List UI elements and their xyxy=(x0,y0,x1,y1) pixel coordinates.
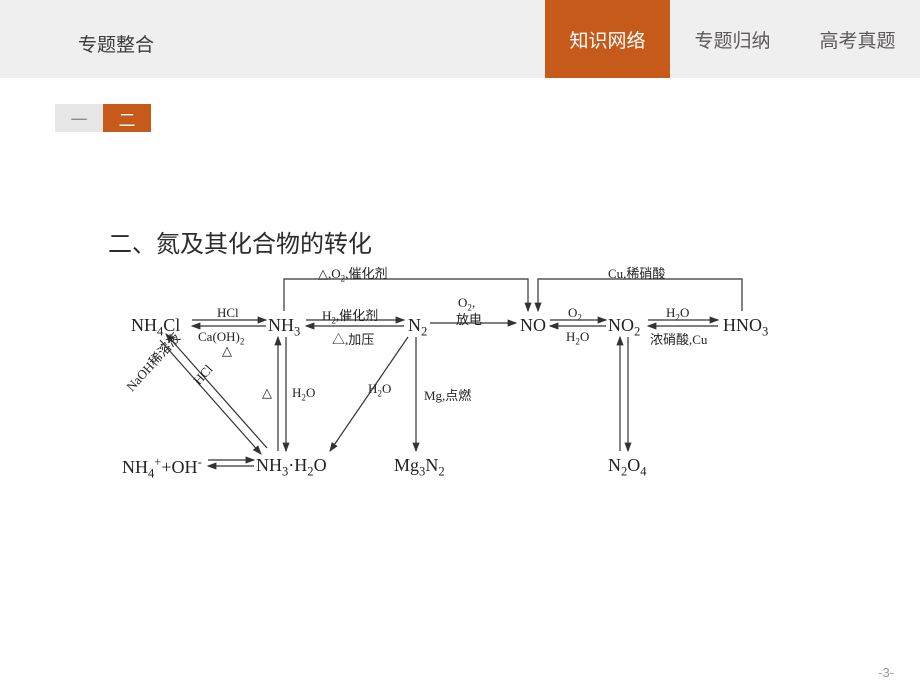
tab-topic-summary[interactable]: 专题归纳 xyxy=(670,0,795,78)
diagram-node-nh4oh: NH4++OH- xyxy=(122,455,202,482)
diagram-node-mg3n2: Mg3N2 xyxy=(394,455,445,480)
main-tabs: 知识网络 专题归纳 高考真题 xyxy=(545,0,920,78)
diagram-node-nh3h2o: NH3·H2O xyxy=(256,455,327,480)
diagram-edge-label: O2 xyxy=(568,305,582,323)
diagram-edge-label: HCl xyxy=(217,305,239,321)
diagram-node-n2: N2 xyxy=(408,315,427,340)
diagram-edge-label: 放电 xyxy=(456,309,482,328)
diagram-edge-label: H2O xyxy=(368,381,391,399)
header-bar: 专题整合 知识网络 专题归纳 高考真题 xyxy=(0,0,920,78)
diagram-node-no2: NO2 xyxy=(608,315,640,340)
page-number: -3- xyxy=(878,665,894,680)
diagram-node-n2o4: N2O4 xyxy=(608,455,647,480)
diagram-node-hno3: HNO3 xyxy=(723,315,768,340)
diagram-edge-label: H2O xyxy=(566,329,589,347)
diagram-edge-label: △ xyxy=(222,343,232,359)
diagram-node-no: NO xyxy=(520,315,546,336)
diagram-node-nh3: NH3 xyxy=(268,315,300,340)
sub-tabs: 一 二 xyxy=(55,104,920,132)
sub-tab-two[interactable]: 二 xyxy=(103,104,151,132)
nitrogen-transformation-diagram: NH4ClNH3N2NONO2HNO3NH4++OH-NH3·H2OMg3N2N… xyxy=(118,267,818,497)
diagram-edge-label: 浓硝酸,Cu xyxy=(650,329,707,348)
diagram-edge-label: Mg,点燃 xyxy=(424,385,471,404)
diagram-edge-label: H2O xyxy=(292,385,315,403)
page-title: 专题整合 xyxy=(0,0,545,57)
diagram-edge-label: Cu,稀硝酸 xyxy=(608,263,665,282)
tab-knowledge-network[interactable]: 知识网络 xyxy=(545,0,670,78)
diagram-edge-label: H2O xyxy=(666,305,689,323)
sub-tab-one[interactable]: 一 xyxy=(55,104,103,132)
diagram-edge-label: △,加压 xyxy=(332,329,374,348)
diagram-edge-label: △,O2,催化剂 xyxy=(318,263,387,284)
tab-exam-questions[interactable]: 高考真题 xyxy=(795,0,920,78)
diagram-edge-label: H2,催化剂 xyxy=(322,305,378,326)
diagram-edge-label: △ xyxy=(262,385,272,401)
section-title: 二、氮及其化合物的转化 xyxy=(108,224,920,259)
